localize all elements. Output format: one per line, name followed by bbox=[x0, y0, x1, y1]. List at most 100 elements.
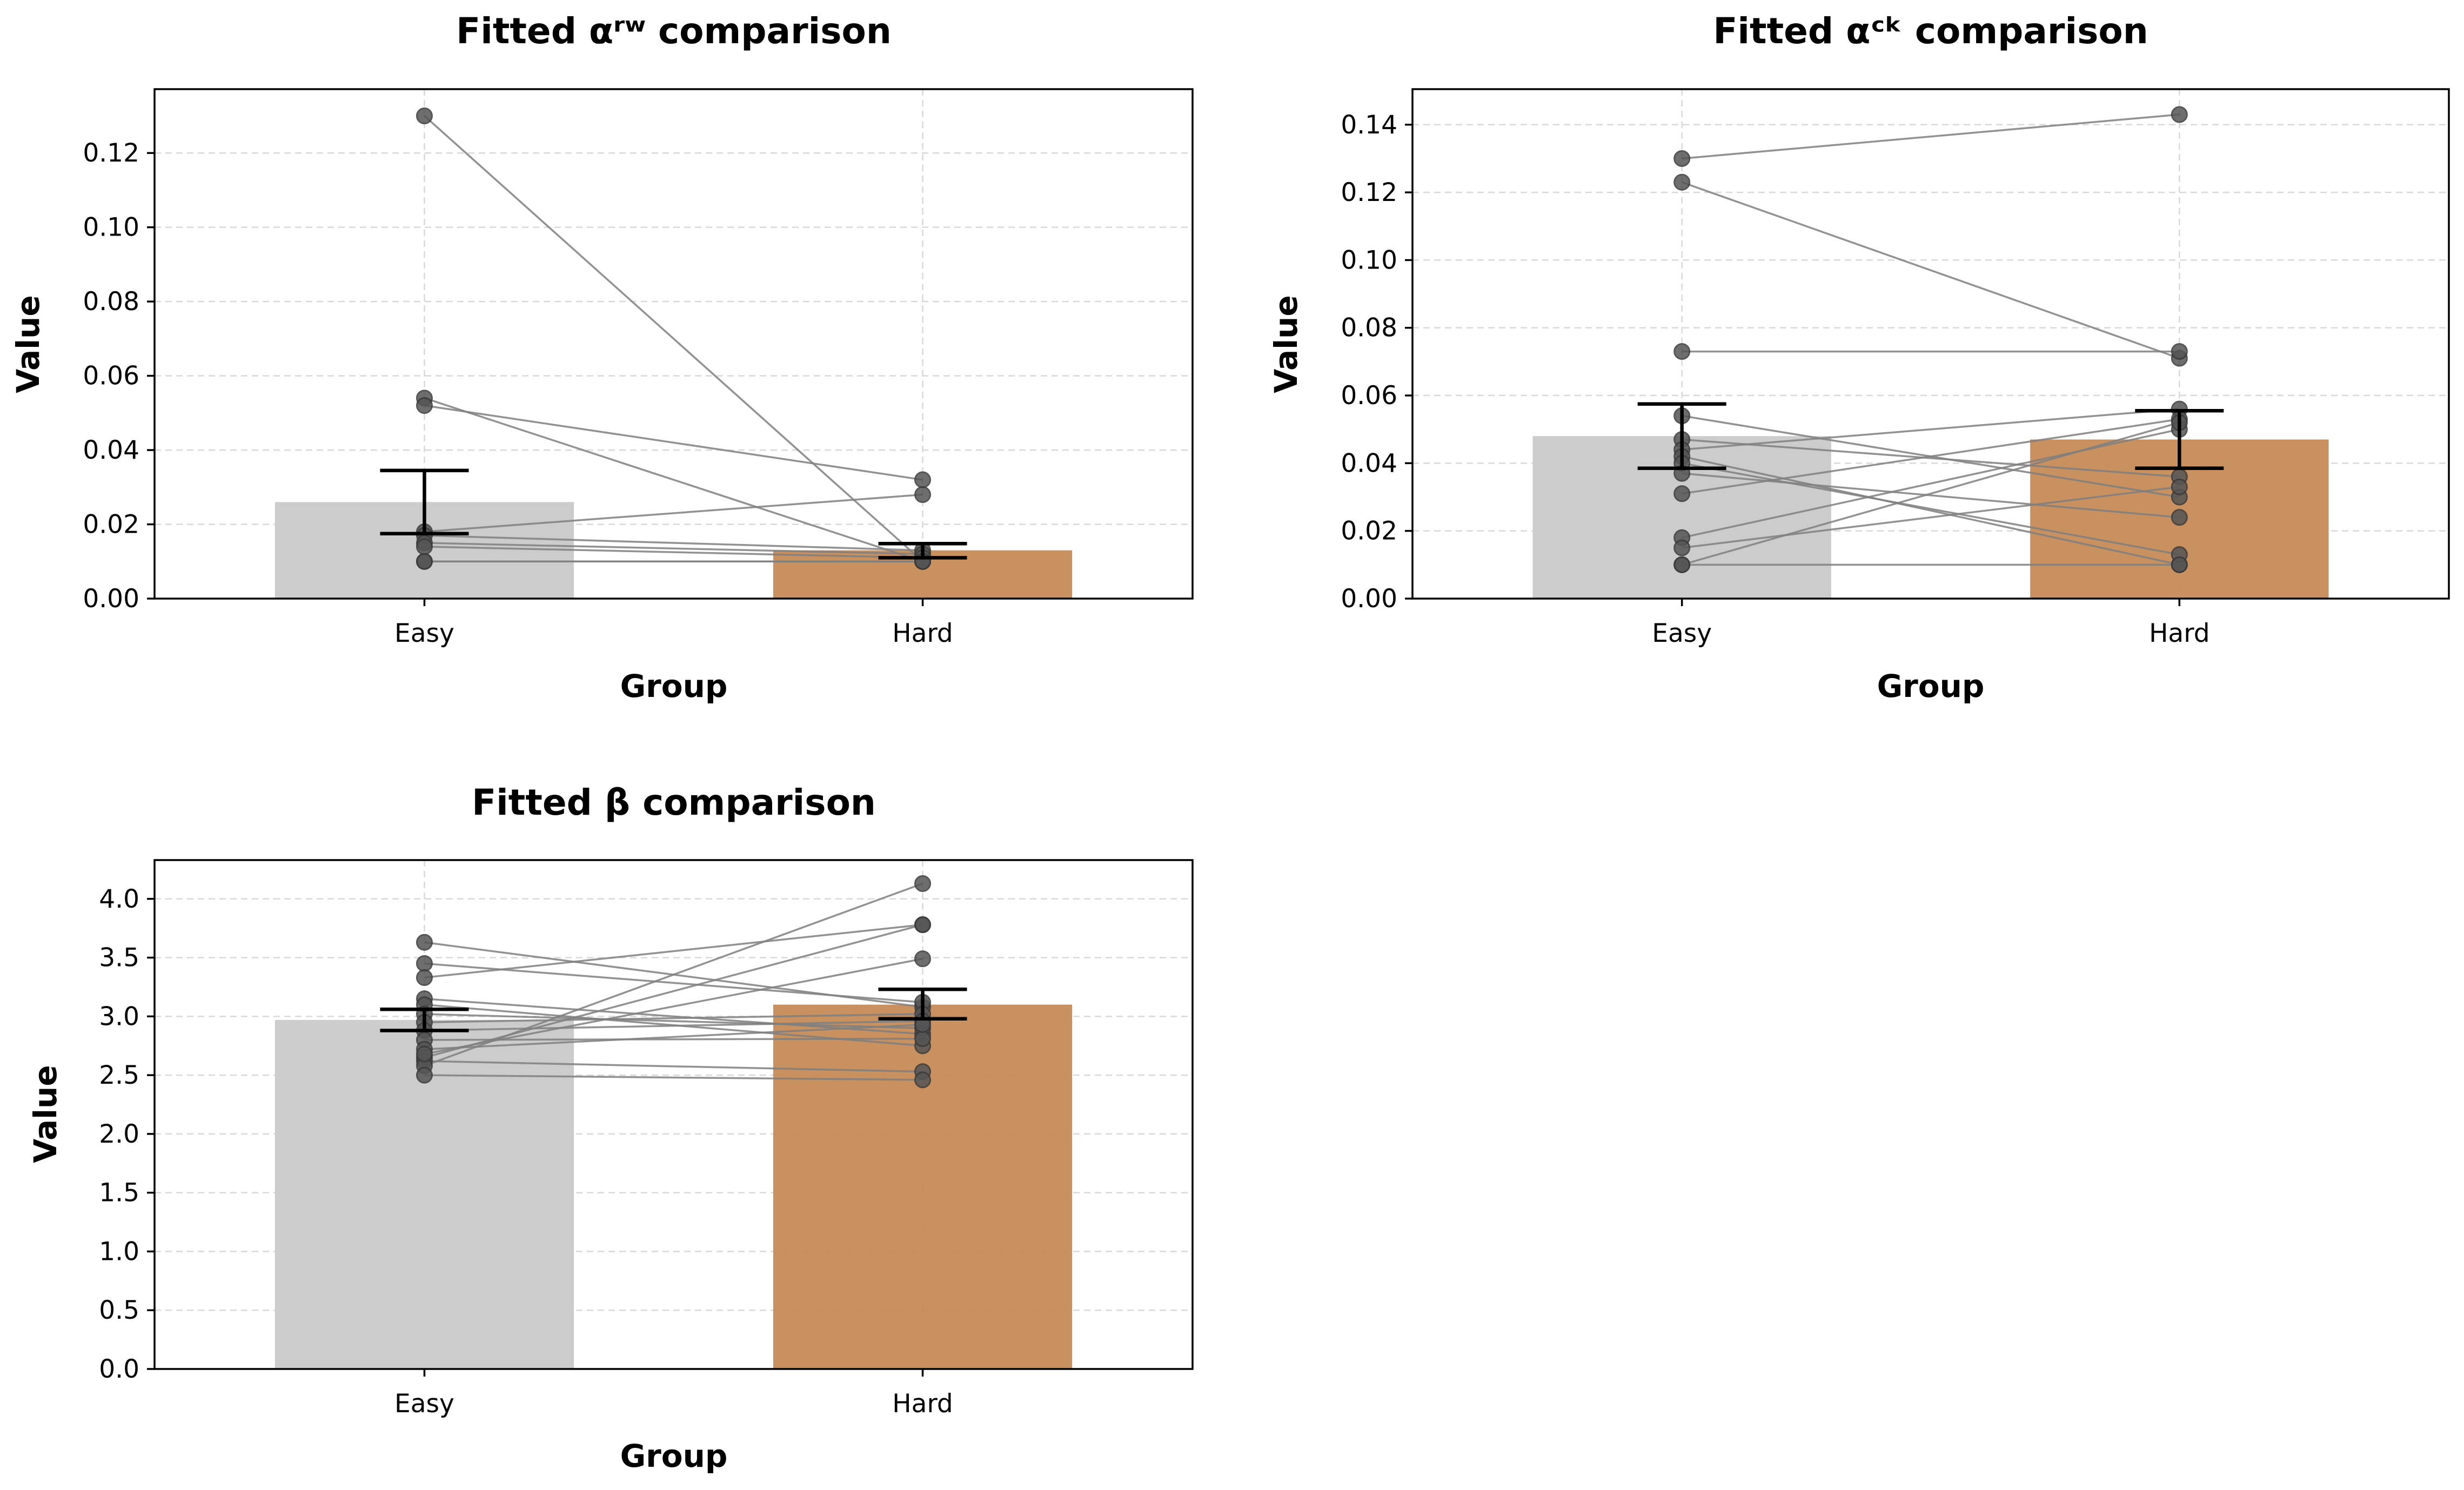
panel-alpha-rw-ytick-label: 0.00 bbox=[83, 584, 139, 614]
panel-alpha-rw-ytick-label: 0.02 bbox=[83, 510, 139, 540]
panel-beta-plot: 0.0 0.5 1.0 1.5 2.0 2.5 3.0 3.5 4.0 Easy Hard bbox=[99, 859, 1194, 1419]
panel-beta-pair-line bbox=[424, 1013, 923, 1029]
panel-beta-point-hard bbox=[914, 1030, 932, 1048]
panel-beta-point-hard bbox=[914, 950, 932, 968]
panel-beta-point-easy bbox=[416, 1066, 433, 1084]
panel-alpha-rw-xtick-label: Easy bbox=[394, 619, 454, 648]
panel-alpha-ck-ytick-label: 0.04 bbox=[1341, 448, 1397, 478]
panel-alpha-rw-point-easy bbox=[416, 397, 433, 414]
panel-alpha-ck-xlabel: Group bbox=[1877, 668, 1985, 704]
panel-beta-ytick-label: 2.5 bbox=[99, 1061, 139, 1090]
panel-beta-pair-line bbox=[424, 1074, 923, 1081]
panel-alpha-ck-point-hard bbox=[2171, 556, 2188, 573]
panel-alpha-rw-ytick-label: 0.06 bbox=[83, 361, 139, 391]
panel-alpha-rw-axes-frame bbox=[153, 88, 1194, 600]
panel-beta-pair-line bbox=[424, 1060, 923, 1073]
panel-alpha-ck-point-easy bbox=[1673, 150, 1691, 167]
panel-beta-pair-line bbox=[424, 958, 923, 1055]
panel-alpha-ck-pair-line bbox=[1682, 418, 2180, 495]
panel-beta-pair-line bbox=[424, 923, 923, 979]
panel-alpha-ck-point-easy bbox=[1673, 485, 1691, 502]
panel-alpha-ck-plot: 0.00 0.02 0.04 0.06 0.08 0.10 0.12 0.14 Easy Hard bbox=[1341, 88, 2450, 648]
panel-beta-ytick-label: 0.0 bbox=[99, 1354, 139, 1384]
panel-beta-ytick-label: 3.0 bbox=[99, 1002, 139, 1031]
panel-alpha-ck-pair-line bbox=[1682, 113, 2180, 160]
panel-alpha-ck-point-hard bbox=[2171, 106, 2188, 123]
panel-alpha-rw-ytick-label: 0.08 bbox=[83, 287, 139, 317]
panel-alpha-rw-ytick-label: 0.04 bbox=[83, 435, 139, 465]
panel-beta: Fitted β comparison 0.0 0.5 1.0 1.5 2.0 2.5 3.… bbox=[27, 782, 1194, 1474]
panel-alpha-rw-pair-line bbox=[424, 534, 923, 552]
panel-beta-point-hard bbox=[914, 1071, 932, 1089]
panel-alpha-rw-point-hard bbox=[914, 471, 932, 488]
panel-beta-ytick-label: 4.0 bbox=[99, 884, 139, 914]
panel-alpha-rw-xtick-label: Hard bbox=[892, 619, 953, 648]
panel-alpha-rw-xlabel: Group bbox=[620, 668, 728, 704]
panel-alpha-ck-ytick-label: 0.00 bbox=[1341, 584, 1397, 614]
panel-alpha-ck-point-easy bbox=[1673, 343, 1691, 360]
panel-beta-ytick-label: 1.5 bbox=[99, 1178, 139, 1208]
panel-alpha-rw-title: Fitted αʳʷ comparison bbox=[456, 10, 892, 52]
panel-beta-point-easy bbox=[416, 969, 433, 986]
panel-beta-bar-hard bbox=[773, 1004, 1073, 1369]
panel-alpha-ck-point-easy bbox=[1673, 173, 1691, 191]
panel-alpha-rw-point-easy bbox=[416, 107, 433, 124]
panel-alpha-rw-point-easy bbox=[416, 538, 433, 555]
panel-alpha-rw-point-hard bbox=[914, 486, 932, 504]
panel-alpha-ck-pair-line bbox=[1682, 462, 2180, 556]
panel-alpha-ck-pair-line bbox=[1682, 421, 2180, 566]
panel-alpha-ck-point-easy bbox=[1673, 539, 1691, 556]
panel-beta-axes-frame bbox=[153, 859, 1194, 1370]
panel-alpha-ck-point-hard bbox=[2171, 478, 2188, 495]
panel-alpha-ck: Fitted αᶜᵏ comparison 0.00 0.02 0.04 0.06 0.… bbox=[1268, 10, 2450, 704]
panel-alpha-rw-pair-line bbox=[424, 542, 923, 555]
panel-beta-ytick-label: 2.0 bbox=[99, 1119, 139, 1149]
panel-alpha-rw-pair-line bbox=[424, 115, 923, 562]
panel-alpha-rw-pair-line bbox=[424, 397, 923, 562]
panel-alpha-rw-ylabel: Value bbox=[10, 295, 46, 393]
panel-alpha-rw-pair-line bbox=[424, 493, 923, 533]
panel-beta-point-easy bbox=[416, 934, 433, 951]
panel-alpha-ck-pair-line bbox=[1682, 181, 2180, 359]
panel-beta-point-hard bbox=[914, 916, 932, 934]
panel-beta-point-easy bbox=[416, 955, 433, 972]
panel-beta-ylabel: Value bbox=[27, 1065, 64, 1163]
panel-beta-pair-line bbox=[424, 1020, 923, 1032]
panel-alpha-rw-point-easy bbox=[416, 553, 433, 570]
panel-beta-xtick-label: Hard bbox=[892, 1389, 953, 1419]
panel-alpha-rw-pair-line bbox=[424, 404, 923, 481]
panel-alpha-rw-ytick-label: 0.10 bbox=[83, 213, 139, 243]
panel-alpha-ck-ytick-label: 0.08 bbox=[1341, 313, 1397, 343]
panel-alpha-ck-pair-line bbox=[1682, 486, 2180, 549]
panel-alpha-ck-ytick-label: 0.10 bbox=[1341, 245, 1397, 275]
panel-alpha-ck-ytick-label: 0.12 bbox=[1341, 178, 1397, 207]
panel-alpha-rw-pair-line bbox=[424, 546, 923, 559]
panel-alpha-rw-ytick-label: 0.12 bbox=[83, 138, 139, 168]
panel-alpha-ck-pair-line bbox=[1682, 408, 2180, 451]
panel-alpha-ck-axes-frame bbox=[1411, 88, 2450, 600]
panel-beta-pair-line bbox=[424, 882, 923, 1067]
panel-beta-pair-line bbox=[424, 962, 923, 1003]
panel-beta-point-easy bbox=[416, 1045, 433, 1063]
panel-alpha-ck-ytick-label: 0.02 bbox=[1341, 516, 1397, 546]
panel-alpha-ck-pair-line bbox=[1682, 428, 2180, 539]
panel-alpha-ck-pair-line bbox=[1682, 455, 2180, 566]
panel-beta-xlabel: Group bbox=[620, 1438, 728, 1474]
panel-beta-pair-line bbox=[424, 1037, 923, 1041]
panel-beta-pair-line bbox=[424, 1023, 923, 1051]
panel-alpha-rw: Fitted αʳʷ comparison 0.000.020.040.060.… bbox=[10, 10, 1194, 704]
panel-beta-ytick-label: 3.5 bbox=[99, 943, 139, 973]
panel-beta-ytick-label: 1.0 bbox=[99, 1237, 139, 1266]
panel-beta-xtick-label: Easy bbox=[394, 1389, 454, 1419]
panel-alpha-ck-title: Fitted αᶜᵏ comparison bbox=[1713, 10, 2148, 52]
panel-beta-pair-line bbox=[424, 1013, 923, 1023]
panel-beta-title: Fitted β comparison bbox=[472, 782, 876, 823]
panel-alpha-ck-ylabel: Value bbox=[1268, 295, 1304, 393]
panel-alpha-rw-plot: 0.00 0.02 0.04 0.06 0.08 0.10 0.12 Easy Hard bbox=[83, 88, 1194, 648]
panel-alpha-ck-xtick-label: Easy bbox=[1652, 619, 1712, 648]
panel-alpha-ck-point-hard bbox=[2171, 509, 2188, 526]
panel-alpha-ck-ytick-label: 0.06 bbox=[1341, 381, 1397, 411]
panel-alpha-ck-point-easy bbox=[1673, 556, 1691, 573]
panel-beta-point-hard bbox=[914, 875, 932, 892]
